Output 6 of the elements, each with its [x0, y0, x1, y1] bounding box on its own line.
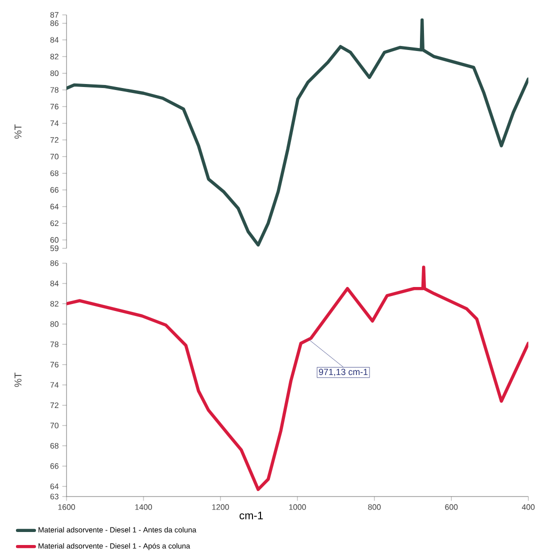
line-series — [66, 266, 528, 492]
line-series — [66, 18, 528, 247]
x-axis-title: cm-1 — [240, 512, 263, 520]
y-axis-title: %T — [14, 372, 22, 387]
y-axis-title: %T — [14, 124, 22, 139]
annotation: 971,13 cm-1 — [318, 368, 368, 376]
